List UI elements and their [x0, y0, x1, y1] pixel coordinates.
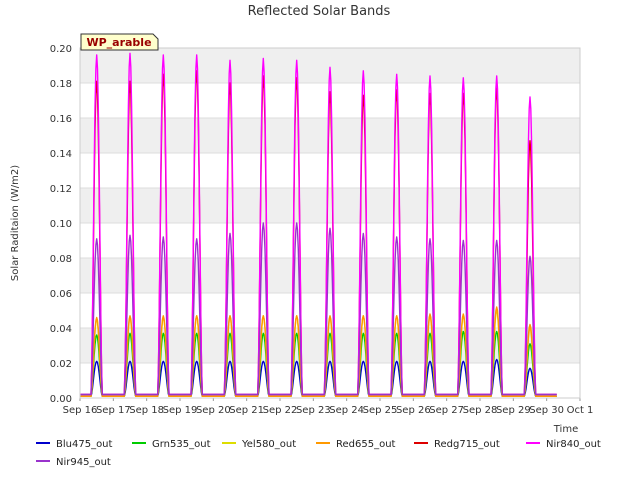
legend-label: Nir945_out	[56, 457, 111, 468]
grid-band	[80, 118, 580, 153]
x-tick-label: Sep 22	[263, 405, 298, 416]
x-tick-label: Sep 23	[296, 405, 331, 416]
x-tick-label: Sep 20	[196, 405, 231, 416]
series-line-red655-out	[80, 306, 557, 397]
grid-band	[80, 258, 580, 293]
x-tick-label: Sep 28	[463, 405, 498, 416]
legend-item: Blu475_out	[36, 439, 113, 450]
x-tick-label: Sep 17	[96, 405, 131, 416]
legend-item: Grn535_out	[132, 439, 211, 450]
y-tick-label: 0.18	[50, 79, 72, 90]
grid-band	[80, 363, 580, 398]
legend-item: Yel580_out	[222, 439, 296, 450]
chart-title: Reflected Solar Bands	[248, 4, 391, 19]
plot-lines	[80, 52, 557, 397]
grid-band	[80, 153, 580, 188]
x-tick-label: Sep 19	[163, 405, 198, 416]
legend-label: Red655_out	[336, 439, 396, 450]
x-axis-label: Time	[553, 424, 578, 435]
y-tick-label: 0.00	[50, 394, 72, 405]
y-axis-label: Solar Raditaion (W/m2)	[10, 165, 21, 281]
series-line-nir945-out	[80, 222, 557, 396]
y-tick-label: 0.20	[50, 44, 72, 55]
plot-frame	[79, 47, 581, 399]
grid-band	[80, 293, 580, 328]
x-tick-label: Sep 26	[396, 405, 431, 416]
legend-item: Red655_out	[316, 439, 396, 450]
legend-item: Redg715_out	[414, 439, 500, 450]
legend-label: Yel580_out	[241, 439, 296, 450]
x-tick-label: Sep 30	[529, 405, 564, 416]
y-tick-label: 0.12	[50, 184, 72, 195]
x-tick-label: Sep 24	[329, 405, 364, 416]
badge-box	[80, 33, 159, 51]
x-tick-label: Sep 25	[363, 405, 398, 416]
badge-label: WP_arable	[86, 36, 151, 49]
x-tick-label: Sep 21	[229, 405, 264, 416]
legend-label: Redg715_out	[434, 439, 500, 450]
site-badge: WP_arable	[80, 33, 159, 51]
x-tick-label: Sep 18	[129, 405, 164, 416]
y-tick-label: 0.10	[50, 219, 72, 230]
legend-label: Nir840_out	[546, 439, 601, 450]
legend-label: Grn535_out	[152, 439, 211, 450]
legend-label: Blu475_out	[56, 439, 113, 450]
x-tick-label: Sep 29	[496, 405, 531, 416]
y-tick-label: 0.14	[50, 149, 72, 160]
y-tick-label: 0.02	[50, 359, 72, 370]
y-tick-label: 0.06	[50, 289, 72, 300]
y-tick-label: 0.16	[50, 114, 72, 125]
grid-band	[80, 188, 580, 223]
y-tick-label: 0.08	[50, 254, 72, 265]
legend-item: Nir945_out	[36, 457, 111, 468]
y-tick-label: 0.04	[50, 324, 72, 335]
x-tick-label: Sep 27	[429, 405, 464, 416]
legend: Blu475_out Grn535_out Yel580_out Red655_out…	[36, 439, 601, 468]
x-tick-label: Oct 1	[567, 405, 594, 416]
legend-item: Nir840_out	[526, 439, 601, 450]
x-tick-label: Sep 16	[63, 405, 98, 416]
y-axis-ticks: 0.00 0.02 0.04 0.06 0.08 0.10 0.12 0.14 0.16 0.18…	[50, 44, 72, 405]
